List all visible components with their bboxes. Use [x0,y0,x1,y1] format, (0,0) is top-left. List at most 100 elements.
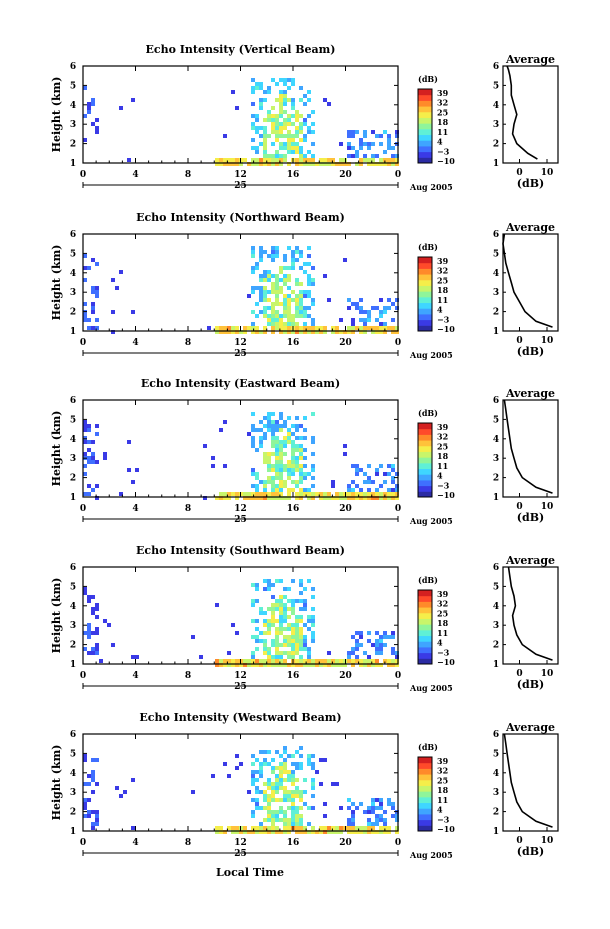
heat-cell [87,774,91,778]
heat-cell [287,266,291,270]
heat-cell [371,130,375,134]
heat-cell [275,607,279,611]
heat-cell [279,452,283,456]
heat-cell [351,496,355,500]
heat-cell [315,326,319,330]
heat-cell [271,822,275,826]
profile-y-tick-label: 6 [493,563,499,573]
heat-cell [243,663,247,667]
heat-cell [295,322,299,326]
heat-cell [355,154,359,158]
heat-cell [307,488,311,492]
heat-cell [331,162,335,166]
colorbar-swatch [418,128,432,136]
heat-cell [339,142,343,146]
colorbar-tick-label: 18 [437,618,449,628]
heat-cell [91,758,95,762]
heat-cell [359,492,363,496]
heat-cell [291,794,295,798]
heat-cell [283,607,287,611]
heat-cell [311,639,315,643]
heat-cell [87,627,91,631]
heat-cell [263,150,267,154]
heat-cell [299,314,303,318]
heat-cell [287,464,291,468]
heat-cell [295,663,299,667]
heat-cell [359,659,363,663]
heat-cell [271,611,275,615]
heat-cell [279,607,283,611]
heat-cell [283,278,287,282]
heat-cell [307,150,311,154]
heat-cell [355,492,359,496]
profile-y-tick-label: 6 [493,62,499,72]
heat-cell [303,294,307,298]
heat-cell [87,814,91,818]
y-tick-label: 3 [70,120,76,130]
heat-cell [291,262,295,266]
heat-cell [287,818,291,822]
heat-cell [331,826,335,830]
heat-cell [287,587,291,591]
heat-cell [271,480,275,484]
heat-cell [343,162,347,166]
heat-cell [279,480,283,484]
heat-cell [291,102,295,106]
heat-cell [295,282,299,286]
heat-cell [91,302,95,306]
heat-cell [83,314,87,318]
heat-cell [223,326,227,330]
heat-cell [323,758,327,762]
heat-cell [291,82,295,86]
heat-cell [395,826,399,830]
heat-cell [103,619,107,623]
heat-cell [287,98,291,102]
heat-cell [315,770,319,774]
profile-y-tick-label: 2 [493,808,499,818]
heat-cell [287,627,291,631]
heat-cell [355,826,359,830]
heat-cell [259,770,263,774]
heat-cell [251,322,255,326]
heat-cell [395,488,399,492]
heat-cell [255,266,259,270]
heat-cell [259,310,263,314]
colorbar-swatch [418,296,432,304]
heat-cell [255,826,259,830]
heat-cell [259,158,263,162]
heat-cell [231,830,235,834]
heat-cell [291,472,295,476]
heat-cell [247,432,251,436]
heat-cell [307,663,311,667]
colorbar-tick-label: 32 [437,98,448,108]
heat-cell [367,464,371,468]
heat-cell [127,468,131,472]
heat-cell [275,322,279,326]
heat-cell [311,826,315,830]
y-tick-label: 6 [70,396,76,406]
heat-cell [231,826,235,830]
heat-cell [251,814,255,818]
heat-cell [291,802,295,806]
heat-cell [271,770,275,774]
heat-cell [275,496,279,500]
heat-cell [83,782,87,786]
heat-cell [259,286,263,290]
heat-cell [283,322,287,326]
heat-cell [307,472,311,476]
heat-cell [279,472,283,476]
heat-cell [219,659,223,663]
heat-cell [279,643,283,647]
heat-cell [291,468,295,472]
heat-cell [87,456,91,460]
heat-cell [287,492,291,496]
heat-cell [287,138,291,142]
heat-cell [275,643,279,647]
heat-cell [307,651,311,655]
heat-cell [339,158,343,162]
heat-cell [287,639,291,643]
heat-cell [223,464,227,468]
profile-x-tick-label: 0 [516,836,522,846]
heat-cell [247,659,251,663]
colorbar-swatch [418,757,432,764]
